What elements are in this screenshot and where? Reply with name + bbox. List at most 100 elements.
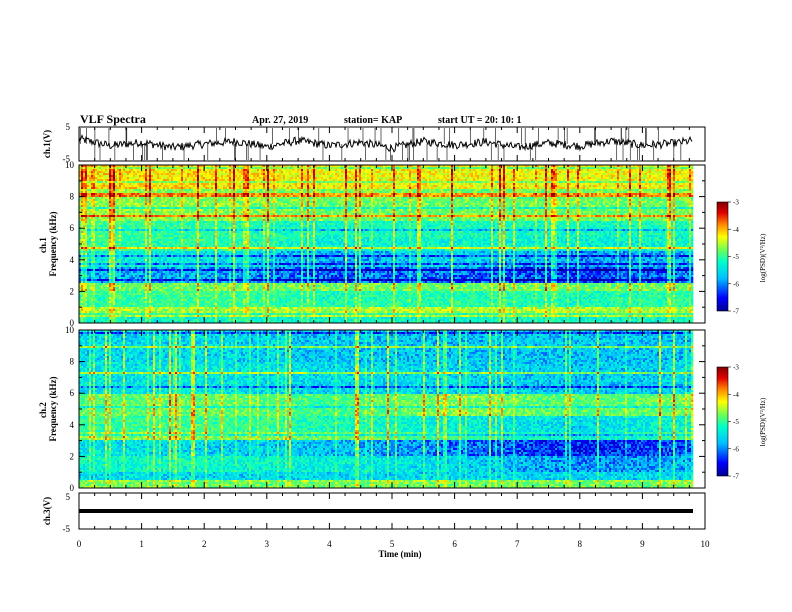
spectrogram-cell <box>89 315 91 317</box>
spectrogram-cell <box>87 293 89 295</box>
spectrogram-cell <box>91 179 93 181</box>
spectrogram-cell <box>83 185 85 187</box>
spectrogram-cell <box>91 223 93 225</box>
spectrogram-cell <box>97 261 99 263</box>
spectrogram-cell <box>83 275 85 277</box>
spectrogram-cell <box>85 313 87 315</box>
spectrogram-cell <box>89 251 91 253</box>
spectrogram-cell <box>97 227 99 229</box>
spectrogram-cell <box>85 239 87 241</box>
ch1-spectrogram-image <box>79 165 705 323</box>
spectrogram-cell <box>95 205 97 207</box>
spectrogram-cell <box>81 205 83 207</box>
spectrogram-cell <box>83 189 85 191</box>
spectrogram-cell <box>99 205 101 207</box>
spectrogram-cell <box>89 291 91 293</box>
spectrogram-cell <box>85 319 87 321</box>
spectrogram-cell <box>85 261 87 263</box>
spectrogram-cell <box>83 169 85 171</box>
spectrogram-cell <box>97 277 99 279</box>
spectrogram-cell <box>87 283 89 285</box>
spectrogram-cell <box>83 225 85 227</box>
spectrogram-cell <box>87 309 89 311</box>
spectrogram-cell <box>93 221 95 223</box>
spectrogram-cell <box>87 223 89 225</box>
spectrogram-cell <box>83 295 85 297</box>
spectrogram-cell <box>97 317 99 319</box>
ch1-ylabel: ch.1(V) <box>42 130 52 158</box>
spectrogram-cell <box>93 305 95 307</box>
spectrogram-cell <box>91 277 93 279</box>
spectrogram-cell <box>99 259 101 261</box>
spectrogram-cell <box>85 275 87 277</box>
spectrogram-cell <box>93 265 95 267</box>
spectrogram-cell <box>81 233 83 235</box>
spectrogram-cell <box>89 313 91 315</box>
spectrogram-cell <box>85 279 87 281</box>
spectrogram-cell <box>99 279 101 281</box>
spectrogram-cell <box>91 199 93 201</box>
spectrogram-cell <box>83 263 85 265</box>
spectrogram-cell <box>85 235 87 237</box>
spectrogram-cell <box>93 293 95 295</box>
start-time-label: start UT = 20: 10: 1 <box>438 115 522 126</box>
spectrogram-cell <box>85 171 87 173</box>
spectrogram-cell <box>85 213 87 215</box>
spectrogram-cell <box>99 277 101 279</box>
spectrogram-cell <box>83 267 85 269</box>
spectrogram-cell <box>83 215 85 217</box>
spectrogram-cell <box>89 181 91 183</box>
spectrogram-cell <box>89 203 91 205</box>
spectrogram-cell <box>81 213 83 215</box>
spectrogram-cell <box>99 171 101 173</box>
spectrogram-cell <box>81 169 83 171</box>
spectrogram-cell <box>81 187 83 189</box>
spectrogram-cell <box>83 255 85 257</box>
spectrogram-cell <box>93 229 95 231</box>
spectrogram-cell <box>97 279 99 281</box>
spectrogram-cell <box>93 261 95 263</box>
spectrogram-cell <box>87 279 89 281</box>
spectrogram-cell <box>89 267 91 269</box>
spectrogram-cell <box>99 285 101 287</box>
spectrogram-cell <box>89 301 91 303</box>
spectrogram-cell <box>91 221 93 223</box>
spectrogram-cell <box>97 171 99 173</box>
spectrogram-cell <box>83 203 85 205</box>
spectrogram-cell <box>81 191 83 193</box>
spectrogram-cell <box>97 301 99 303</box>
spectrogram-cell <box>81 265 83 267</box>
spectrogram-cell <box>99 169 101 171</box>
spectrogram-cell <box>85 237 87 239</box>
spectrogram-cell <box>91 235 93 237</box>
spectrogram-cell <box>83 313 85 315</box>
spectrogram-cell <box>81 245 83 247</box>
spectrogram-cell <box>99 273 101 275</box>
spectrogram-cell <box>99 241 101 243</box>
spectrogram-cell <box>93 181 95 183</box>
spectrogram-cell <box>99 217 101 219</box>
spectrogram-cell <box>99 263 101 265</box>
spectrogram-cell <box>101 173 103 175</box>
spectrogram-cell <box>89 285 91 287</box>
spectrogram-cell <box>83 261 85 263</box>
station-label: station= KAP <box>344 115 402 126</box>
spectrogram-cell <box>95 213 97 215</box>
spectrogram-cell <box>97 273 99 275</box>
spectrogram-cell <box>83 177 85 179</box>
spectrogram-cell <box>97 199 99 201</box>
spectrogram-cell <box>97 247 99 249</box>
spectrogram-cell <box>87 249 89 251</box>
spectrogram-cell <box>99 193 101 195</box>
spectrogram-cell <box>95 261 97 263</box>
spectrogram-cell <box>89 185 91 187</box>
spectrogram-cell <box>91 297 93 299</box>
spectrogram-cell <box>89 173 91 175</box>
spectrogram-cell <box>81 253 83 255</box>
spectrogram-cell <box>87 265 89 267</box>
spectrogram-cell <box>97 207 99 209</box>
spectrogram-cell <box>85 217 87 219</box>
spectrogram-cell <box>89 303 91 305</box>
spectrogram-cell <box>89 227 91 229</box>
spectrogram-cell <box>81 285 83 287</box>
